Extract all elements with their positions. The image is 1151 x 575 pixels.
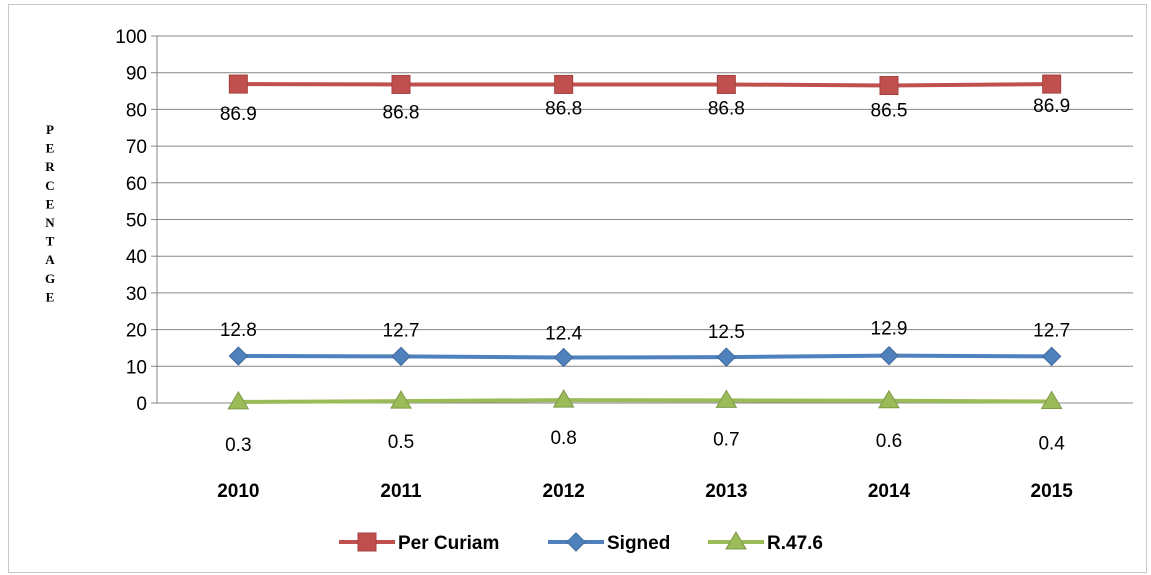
data-point [357, 532, 377, 552]
y-tick-label: 10 [126, 357, 147, 378]
series-line [238, 398, 1052, 404]
y-axis-label-letter: C [45, 178, 54, 193]
data-point [390, 390, 412, 409]
legend: Per Curiam Signed R.47.6 [339, 531, 823, 554]
data-point [725, 531, 747, 550]
data-label: 12.7 [383, 320, 420, 341]
y-tick-label: 90 [126, 64, 147, 85]
y-axis-label-letter: E [46, 141, 55, 156]
y-tick-label: 60 [126, 174, 147, 195]
legend-label: Per Curiam [398, 533, 499, 554]
data-label: 12.7 [1033, 320, 1070, 341]
data-point [228, 74, 248, 94]
gridlines [157, 35, 1133, 367]
series-line [238, 353, 1052, 360]
y-axis-label-letter: T [46, 234, 55, 249]
x-tick-label: 2010 [217, 481, 259, 502]
data-point [566, 532, 586, 552]
series-line [238, 82, 1052, 88]
data-label: 12.4 [545, 323, 582, 344]
y-axis-label-letter: P [46, 122, 54, 137]
data-point [1042, 74, 1062, 94]
axes: 0 10 20 30 40 50 60 70 80 90 100 2010 2011 2012 2013 20… [115, 27, 1133, 502]
x-tick-label: 2013 [705, 481, 747, 502]
y-axis-label-letter: R [45, 159, 55, 174]
series-lines [227, 74, 1063, 410]
data-label: 86.9 [220, 104, 257, 125]
x-tick-label: 2012 [543, 481, 585, 502]
data-label: 0.7 [713, 429, 739, 450]
y-tick-label: 80 [126, 100, 147, 121]
y-tick-label: 100 [115, 27, 147, 48]
data-label: 86.8 [383, 102, 420, 123]
y-tick-label: 50 [126, 211, 147, 232]
chart-frame [8, 4, 1147, 573]
legend-label: Signed [607, 533, 670, 554]
data-point [715, 389, 738, 408]
data-point [879, 345, 899, 366]
data-label: 0.3 [225, 435, 251, 456]
y-tick-label: 70 [126, 137, 147, 158]
y-tick-label: 20 [126, 321, 147, 342]
y-axis-label-letter: A [45, 252, 55, 267]
y-tick-label: 0 [136, 394, 147, 415]
data-label: 12.5 [708, 322, 745, 343]
data-label: 86.8 [545, 98, 582, 119]
x-tick-label: 2011 [380, 481, 422, 502]
data-label: 0.6 [876, 431, 902, 452]
data-point [391, 346, 411, 367]
x-tick-label: 2014 [868, 481, 911, 502]
data-label: 86.8 [708, 98, 745, 119]
data-label: 0.5 [388, 432, 414, 453]
data-point [716, 347, 737, 367]
y-axis-label-letter: E [46, 196, 55, 211]
x-tick-label: 2015 [1031, 481, 1074, 502]
y-tick-label: 30 [126, 284, 147, 305]
data-label: 12.9 [871, 319, 908, 340]
data-label: 0.8 [550, 428, 576, 449]
y-axis-label-letter: N [45, 215, 55, 230]
data-label: 12.8 [220, 320, 257, 341]
data-point [716, 74, 736, 94]
data-point [391, 74, 411, 94]
y-axis-label-letter: G [45, 271, 55, 286]
data-label: 0.4 [1038, 434, 1065, 455]
data-label: 86.5 [871, 101, 908, 122]
data-labels: 86.9 86.8 86.8 86.8 86.5 86.9 12.8 12.7 12.4 12.5… [220, 96, 1070, 456]
data-point [1040, 390, 1063, 410]
data-label: 86.9 [1033, 96, 1070, 117]
data-point [553, 347, 574, 368]
data-point [554, 74, 574, 94]
data-point [228, 346, 249, 366]
data-point [879, 76, 899, 96]
data-point [878, 389, 900, 409]
legend-label: R.47.6 [767, 533, 823, 554]
data-point [1041, 346, 1062, 367]
y-axis-label-letter: E [46, 289, 55, 304]
y-tick-label: 40 [126, 247, 147, 268]
data-point [552, 389, 575, 408]
data-point [227, 390, 250, 410]
